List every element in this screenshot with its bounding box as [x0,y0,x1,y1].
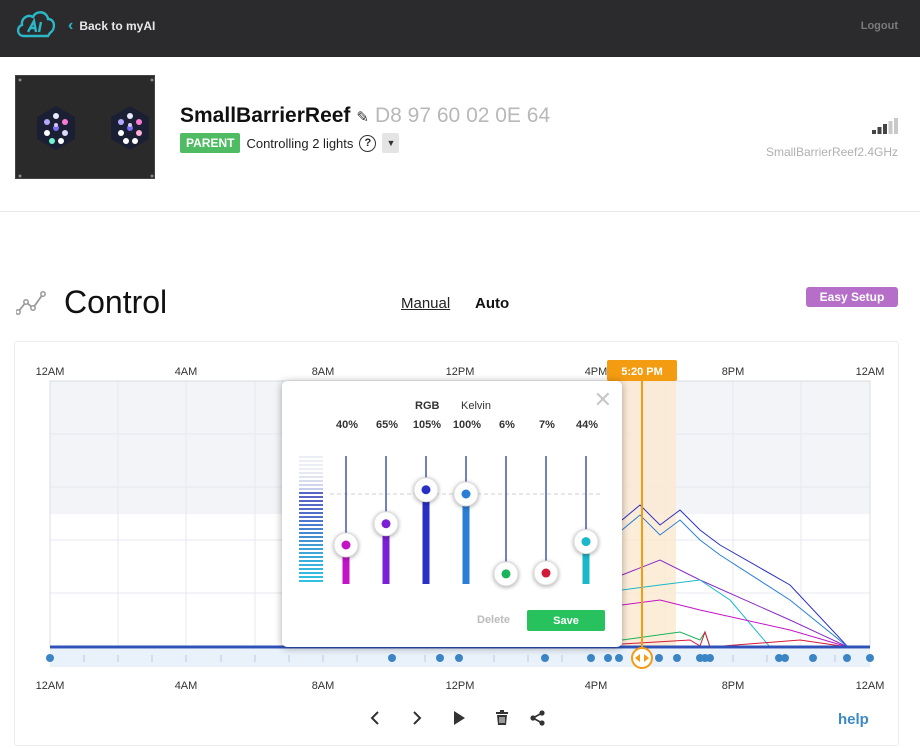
schedule-point [809,654,817,662]
top-axis: 12AM 4AM 8AM 12PM 4PM 8PM 12AM [36,366,885,378]
channel-percent-uv: 40% [335,419,359,431]
channel-percent-royal-blue: 105% [412,419,442,431]
device-name-row: SmallBarrierReef ✎ D8 97 60 02 0E 64 [180,104,550,128]
slider-knob-dot-uv [341,540,351,550]
device-status-row: PARENT Controlling 2 lights ? ▼ [180,133,400,153]
bottom-tick-label: 4AM [175,680,198,692]
channel-percent-violet: 65% [375,419,399,431]
device-name: SmallBarrierReef [180,104,351,127]
top-tick-label: 8AM [312,366,335,378]
schedule-point [781,654,789,662]
bottom-tick-label: 12PM [446,680,475,692]
slider-knob-dot-violet [381,519,391,529]
top-tick-label: 4PM [585,366,608,378]
share-icon[interactable] [529,709,547,727]
lights-image [18,78,154,178]
schedule-point [866,654,874,662]
channel-editor-popup: ✕ RGB Kelvin 40% 65% 105% 100% 6% 7% 44% [282,381,622,647]
device-mac-address: D8 97 60 02 0E 64 [375,104,551,127]
slider-knob-dot-cool-white [581,537,591,547]
bottom-tick-label: 12AM [36,680,65,692]
slider-knob-dot-green [501,569,511,579]
tab-rgb[interactable]: RGB [415,400,440,412]
chevron-left-icon: ‹ [68,17,74,34]
tab-kelvin[interactable]: Kelvin [461,400,491,412]
back-to-myai-link[interactable]: ‹ Back to myAI [68,17,156,34]
ai-cloud-logo-icon[interactable] [14,7,56,41]
top-tick-label: 12PM [446,366,475,378]
arrow-right-icon [644,654,649,662]
curve-cool-white [621,579,771,648]
back-label: Back to myAI [79,19,156,33]
slider-knob-dot-blue [461,489,471,499]
time-scrubber-handle[interactable] [631,647,653,669]
channel-percent-blue: 100% [452,419,482,431]
schedule-point [843,654,851,662]
schedule-point [541,654,549,662]
network-ssid: SmallBarrierReef2.4GHz [765,145,898,159]
slider-knob-dot-royal-blue [421,485,431,495]
mode-auto-tab[interactable]: Auto [475,295,510,312]
top-tick-label: 12AM [856,366,885,378]
spectrum-bar [299,456,323,582]
schedule-point [673,654,681,662]
curve-blue [621,514,849,648]
top-tick-label: 8PM [722,366,745,378]
current-time-label: 5:20 PM [621,366,663,378]
slider-knob-dot-deep-red [541,568,551,578]
curve-uv [621,599,849,648]
schedule-point [436,654,444,662]
schedule-point [604,654,612,662]
top-tick-label: 4AM [175,366,198,378]
schedule-points[interactable] [46,654,874,662]
delete-button[interactable]: Delete [477,614,511,626]
mode-manual-tab[interactable]: Manual [401,295,451,312]
logout-link[interactable]: Logout [860,20,898,32]
device-image [15,75,155,179]
curve-royal-blue [621,504,849,648]
bottom-tick-label: 8AM [312,680,335,692]
arrow-left-icon [635,654,640,662]
bottom-axis: 12AM 4AM 8AM 12PM 4PM 8PM 12AM [36,680,885,692]
controlling-text: Controlling 2 lights [246,135,354,151]
channel-percent-deep-red: 7% [539,419,555,431]
schedule-point [587,654,595,662]
bottom-tick-label: 4PM [585,680,608,692]
control-title: Control [64,284,168,320]
chevron-right-icon[interactable] [408,709,426,727]
easy-setup-button[interactable]: Easy Setup [806,287,898,307]
schedule-point [706,654,714,662]
channel-percent-green: 6% [499,419,515,431]
chevron-left-icon[interactable] [366,709,384,727]
timeline-ticks [83,655,836,662]
section-divider [0,211,920,212]
control-graph-icon [16,291,46,315]
close-icon[interactable]: ✕ [593,387,612,412]
pencil-edit-icon[interactable]: ✎ [356,109,369,126]
schedule-point [388,654,396,662]
channel-percent-cool-white: 44% [575,419,599,431]
bottom-tick-label: 12AM [856,680,885,692]
schedule-point [775,654,783,662]
bottom-tick-label: 8PM [722,680,745,692]
schedule-point [46,654,54,662]
schedule-chart-card [14,341,899,746]
top-bar: ‹ Back to myAI Logout [0,0,920,57]
trash-icon[interactable] [493,709,511,727]
help-question-icon[interactable]: ? [359,134,377,152]
channel-sliders[interactable] [282,381,622,601]
save-button[interactable]: Save [527,610,605,631]
wifi-signal-icon [872,118,898,134]
schedule-point [655,654,663,662]
schedule-point [615,654,623,662]
parent-badge: PARENT [180,133,241,153]
schedule-point [455,654,463,662]
play-icon[interactable] [450,709,468,727]
lights-dropdown-button[interactable]: ▼ [382,133,400,153]
curve-red [621,630,849,648]
top-tick-label: 12AM [36,366,65,378]
help-link[interactable]: help [838,711,869,728]
channel-curves [621,504,849,648]
current-time-marker[interactable] [607,360,677,381]
